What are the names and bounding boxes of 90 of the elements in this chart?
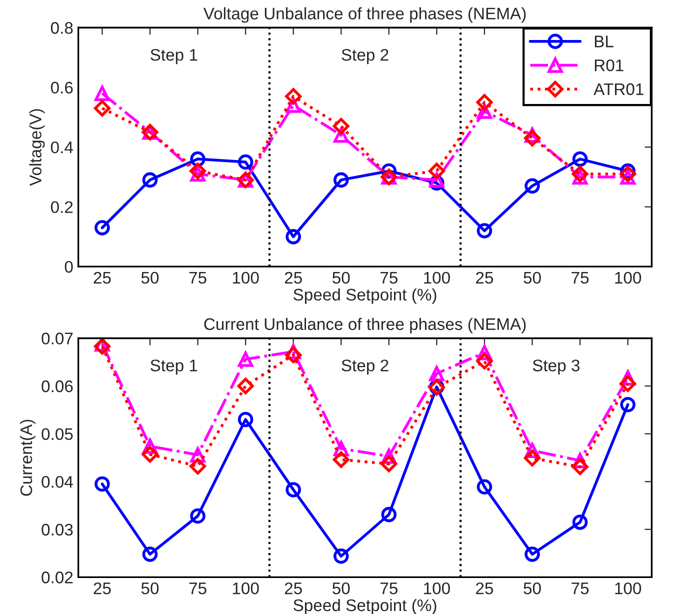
x-tick-label: 50 bbox=[141, 582, 159, 594]
y-tick-label: 0.07 bbox=[42, 332, 73, 344]
point bbox=[238, 352, 254, 367]
point bbox=[286, 482, 301, 498]
y-tick-label: 0.05 bbox=[42, 428, 73, 440]
point bbox=[380, 456, 398, 472]
point bbox=[94, 220, 110, 236]
x-tick-label: 100 bbox=[232, 272, 259, 284]
point bbox=[333, 548, 349, 564]
y-tick-label: 0.6 bbox=[50, 82, 73, 94]
x-tick-label: 75 bbox=[572, 272, 589, 284]
y-tick-label: 0.03 bbox=[42, 524, 73, 536]
point bbox=[285, 88, 302, 105]
point bbox=[524, 450, 541, 466]
point bbox=[333, 172, 349, 188]
point bbox=[572, 514, 588, 530]
point bbox=[190, 162, 206, 180]
y-tick-label: 0.4 bbox=[50, 141, 73, 154]
x-tick-label: 25 bbox=[284, 582, 302, 594]
annotation: Step 1 bbox=[150, 360, 198, 375]
x-tick-label: 75 bbox=[189, 272, 206, 284]
x-tick-label: 25 bbox=[476, 582, 494, 594]
x-tick-label: 25 bbox=[284, 272, 302, 284]
annotation: Step 2 bbox=[342, 360, 388, 375]
x-tick-label: 75 bbox=[380, 582, 398, 594]
y-tick-label: 0.2 bbox=[50, 201, 73, 214]
x-tick-label: 75 bbox=[189, 582, 206, 594]
x-tick-label: 100 bbox=[615, 272, 642, 284]
x-tick-label: 50 bbox=[332, 582, 350, 594]
point bbox=[524, 130, 541, 146]
point bbox=[190, 508, 206, 524]
point bbox=[332, 451, 350, 468]
point bbox=[429, 366, 444, 382]
point bbox=[332, 118, 350, 134]
point bbox=[572, 166, 588, 182]
x-tick-label: 75 bbox=[380, 272, 398, 284]
point bbox=[286, 229, 301, 244]
y-tick-label: 0 bbox=[64, 260, 73, 273]
point bbox=[620, 375, 636, 392]
point bbox=[94, 86, 110, 101]
point bbox=[285, 346, 302, 364]
point bbox=[142, 446, 158, 463]
x-tick-label: 100 bbox=[615, 582, 642, 594]
point bbox=[237, 378, 254, 394]
point bbox=[238, 154, 254, 170]
y-tick-label: 0.8 bbox=[50, 22, 73, 34]
x-axis-title: Speed Setpoint (%) bbox=[294, 598, 436, 614]
y-axis-title: Voltage(V) bbox=[29, 109, 45, 186]
x-tick-label: 50 bbox=[141, 272, 159, 284]
chart-title: Voltage Unbalance of three phases (NEMA) bbox=[203, 7, 526, 23]
point bbox=[476, 94, 493, 111]
annotation: Step 1 bbox=[150, 48, 198, 64]
point bbox=[476, 223, 492, 238]
x-axis-title: Speed Setpoint (%) bbox=[294, 288, 436, 304]
point bbox=[428, 162, 445, 180]
point bbox=[142, 546, 158, 562]
x-tick-label: 100 bbox=[424, 272, 450, 284]
legend-label: BL bbox=[594, 36, 614, 48]
point bbox=[190, 458, 206, 475]
x-tick-label: 75 bbox=[572, 582, 589, 594]
point bbox=[620, 397, 636, 412]
point bbox=[524, 178, 540, 194]
x-tick-label: 50 bbox=[332, 272, 350, 284]
x-tick-label: 25 bbox=[94, 582, 111, 594]
point bbox=[620, 166, 636, 182]
y-tick-label: 0.06 bbox=[42, 380, 73, 392]
point bbox=[94, 476, 110, 492]
x-tick-label: 25 bbox=[476, 272, 494, 284]
point bbox=[142, 172, 158, 188]
point bbox=[476, 352, 493, 370]
x-tick-label: 50 bbox=[524, 272, 541, 284]
annotation: Step 2 bbox=[342, 48, 388, 64]
y-tick-label: 0.04 bbox=[42, 476, 73, 488]
point bbox=[572, 458, 588, 476]
point bbox=[381, 506, 397, 522]
legend-label: R01 bbox=[594, 59, 624, 72]
point bbox=[524, 546, 540, 562]
chart-title: Current Unbalance of three phases (NEMA) bbox=[204, 318, 526, 334]
point bbox=[238, 412, 254, 428]
point bbox=[572, 151, 588, 167]
y-tick-label: 0.02 bbox=[42, 572, 73, 584]
x-tick-label: 100 bbox=[232, 582, 259, 594]
point bbox=[476, 479, 492, 494]
x-tick-label: 50 bbox=[524, 582, 541, 594]
annotation: Step 3 bbox=[532, 360, 580, 375]
x-tick-label: 100 bbox=[424, 582, 450, 594]
point bbox=[94, 100, 110, 117]
y-axis-title: Current(A) bbox=[20, 420, 36, 496]
x-tick-label: 25 bbox=[94, 272, 111, 284]
legend-label: ATR01 bbox=[594, 83, 644, 96]
